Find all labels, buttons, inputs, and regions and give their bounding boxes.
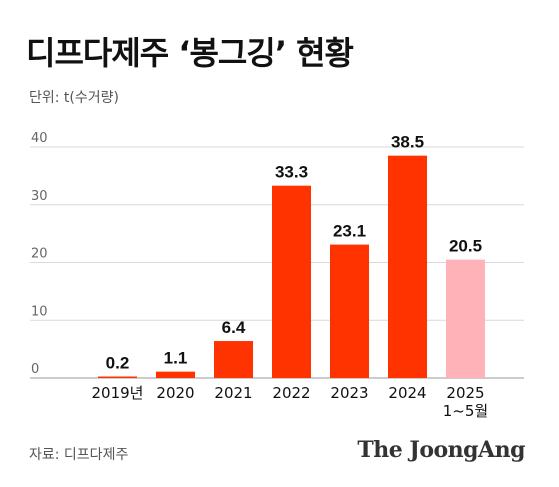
x-category-label: 2019년 [92,384,144,402]
y-tick-label: 20 [31,247,48,262]
bar [156,371,195,378]
x-category-label: 2022 [272,384,310,402]
y-tick-label: 10 [31,304,48,319]
data-label: 0.2 [106,354,130,373]
data-labels: 0.2 1.1 6.4 33.3 23.1 38.5 20.5 [106,133,482,373]
data-label: 20.5 [449,237,482,256]
y-tick-label: 30 [31,189,48,204]
bar [446,259,485,378]
x-category-label: 2021 [214,384,252,402]
bar [388,155,427,378]
x-category-label: 2025 [446,384,484,402]
x-category-label: 2024 [388,384,426,402]
bars [98,155,485,378]
data-label: 23.1 [333,222,366,241]
bar [214,341,253,378]
data-label: 33.3 [275,163,308,182]
x-category-label: 2023 [330,384,368,402]
data-label: 1.1 [164,349,188,368]
bar [330,244,369,378]
data-label: 6.4 [222,318,246,337]
bar [98,376,137,378]
y-tick-label: 40 [31,131,48,146]
y-tick-label: 0 [31,362,39,377]
unit-label: 단위: t(수거량) [29,90,119,106]
bar [272,185,311,378]
source-note: 자료: 디프다제주 [29,447,129,463]
brand-logo: The JoongAng [357,437,525,463]
x-category-label: 2020 [156,384,194,402]
x-category-sublabel: 1~5월 [443,402,488,420]
chart-title: 디프다제주 ‘봉그깅’ 현황 [26,34,354,72]
data-label: 38.5 [391,133,424,152]
